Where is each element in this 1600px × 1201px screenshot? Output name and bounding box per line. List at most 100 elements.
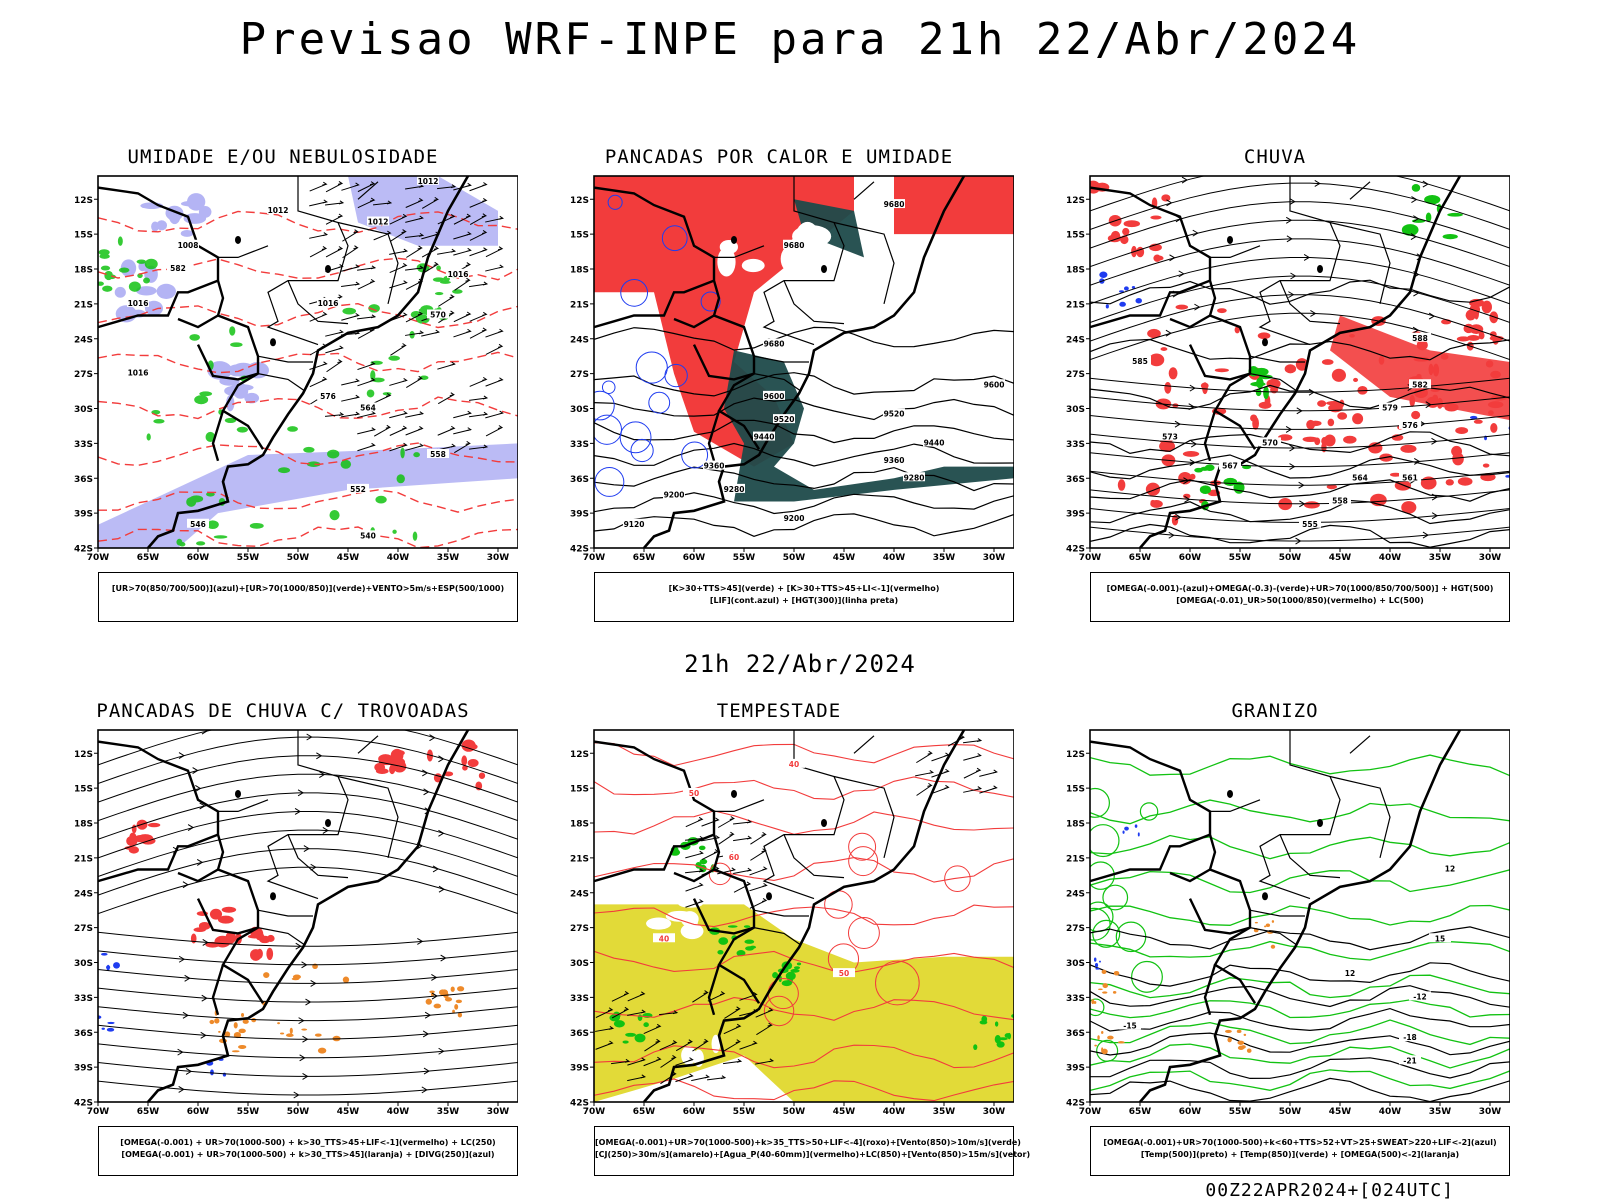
- panel-legend: [K>30+TTS>45](verde) + [K>30+TTS>45+LI<-…: [594, 572, 1014, 622]
- wind-vector-head: [623, 1006, 630, 1011]
- contour-label: 9600: [984, 380, 1005, 389]
- streamline-arrow: [422, 1030, 430, 1038]
- thunder-orange-blob: [450, 986, 455, 992]
- wind-vector: [701, 851, 719, 861]
- lat-tick-label: 42S: [1066, 1099, 1085, 1109]
- wind850-green-blob: [643, 1022, 649, 1028]
- wind850-green-blob: [979, 1020, 988, 1025]
- wind-vector-head: [466, 182, 472, 187]
- thunder-orange-blob: [224, 1031, 231, 1038]
- temp500-contour: [1090, 1032, 1510, 1056]
- streamline-arrow: [1178, 270, 1185, 278]
- wind-vector-head: [418, 411, 425, 416]
- lat-tick-label: 30S: [1066, 959, 1085, 969]
- country-borders: [98, 730, 470, 1102]
- panel-title: UMIDADE E/OU NEBULOSIDADE: [127, 146, 439, 168]
- wind-vector-head: [354, 312, 360, 317]
- lat-tick-label: 42S: [1066, 545, 1085, 555]
- wind850-green-blob: [625, 1032, 636, 1037]
- humidity-patches-blob: [136, 286, 157, 296]
- wind-vector: [916, 784, 932, 796]
- thunder-red-blob: [478, 772, 486, 780]
- thunder-red-blob: [266, 947, 274, 961]
- lat-tick-label: 27S: [570, 370, 589, 380]
- lon-tick-label: 55W: [1229, 553, 1252, 562]
- wind-vector-head: [370, 265, 377, 270]
- lat-tick-label: 42S: [570, 1099, 589, 1109]
- lif-contour: [648, 391, 671, 414]
- omega-orange-blob: [1270, 944, 1276, 949]
- map-content: 9680 9680 9680 9600 9600 9520 9520 9440 9440 9360…: [594, 176, 1014, 548]
- thunder-orange-blob: [233, 1032, 242, 1039]
- thunder-red-blob: [214, 935, 231, 948]
- contour-label-bg: [1159, 431, 1181, 441]
- wind-vector-head: [735, 1006, 741, 1011]
- wind-vector: [373, 426, 391, 437]
- lat-tick-label: 33S: [570, 440, 589, 450]
- lon-tick-label: 30W: [983, 1107, 1006, 1116]
- lc850-eddy: [848, 846, 879, 877]
- wind-vector-head: [402, 425, 408, 430]
- wind-vector-head: [465, 213, 472, 218]
- contour-label: 9440: [924, 438, 945, 447]
- thunder-orange-blob: [433, 1003, 442, 1009]
- wind850-green-blob: [772, 972, 779, 979]
- wind-vector-head: [322, 376, 328, 381]
- streamline-arrow: [302, 1072, 309, 1080]
- low-level-humidity-blob: [136, 259, 147, 264]
- lon-tick-label: 65W: [633, 553, 656, 562]
- streamline-arrow: [1165, 329, 1172, 337]
- rain-red-blob: [1466, 334, 1480, 341]
- divergence-blue: [98, 952, 227, 1077]
- wind-vector-head: [353, 229, 359, 234]
- lake: [325, 819, 331, 827]
- lon-tick-label: 65W: [137, 553, 160, 562]
- humidity-patches-blob: [180, 200, 204, 207]
- lon-tick-label: 55W: [733, 1107, 756, 1116]
- rain-red-blob: [1337, 412, 1348, 420]
- lon-tick-label: 30W: [487, 1107, 510, 1116]
- streamline-arrow: [202, 939, 209, 946]
- lat-tick-label: 39S: [1066, 1064, 1085, 1074]
- lat-tick-label: 33S: [1066, 994, 1085, 1004]
- lon-tick-label: 35W: [437, 1107, 460, 1116]
- lif-contour: [635, 351, 668, 384]
- omega-orange-blob: [1237, 1045, 1245, 1051]
- thunder-orange-blob: [277, 1022, 281, 1025]
- divergence-blue-blob: [106, 1027, 115, 1032]
- national-border: [1169, 868, 1211, 883]
- low-level-humidity-blob: [199, 391, 213, 397]
- lif-contour: [594, 390, 615, 421]
- lat-tick-label: 27S: [1066, 370, 1085, 380]
- streamline-arrow: [298, 1017, 305, 1025]
- hgt500-contour: [1090, 384, 1510, 410]
- streamline: [98, 931, 518, 947]
- streamline-arrow: [1428, 312, 1436, 320]
- lon-tick-label: 35W: [1429, 1107, 1452, 1116]
- thunder-orange-blob: [452, 1009, 455, 1014]
- thunder-orange-blob: [429, 990, 435, 994]
- contour-label-bg: [1409, 332, 1431, 342]
- lake: [1227, 235, 1233, 244]
- low-level-humidity-blob: [206, 492, 215, 497]
- wind-vector-head: [975, 767, 982, 772]
- wind-vector-head: [353, 245, 359, 250]
- wind-vector: [485, 345, 503, 355]
- lat-tick-label: 24S: [1066, 335, 1085, 345]
- national-border: [707, 410, 721, 462]
- lat-tick-label: 42S: [74, 1099, 93, 1109]
- lon-tick-label: 60W: [187, 1107, 210, 1116]
- low-level-humidity-blob: [143, 277, 150, 284]
- lat-tick-label: 36S: [570, 1029, 589, 1039]
- wind-vector: [454, 442, 470, 454]
- temp850-contour: [1090, 834, 1510, 860]
- contour-label: 582: [170, 264, 186, 273]
- lc850-eddy: [708, 862, 732, 886]
- wind-vector: [644, 1040, 660, 1052]
- wind-vector-head: [497, 425, 504, 429]
- omega-orange-blob: [1246, 1048, 1252, 1053]
- wind-vector-head: [761, 898, 768, 902]
- wind-vector: [406, 377, 422, 388]
- omega-orange-blob: [1236, 1029, 1242, 1034]
- lat-tick-label: 18S: [74, 820, 93, 830]
